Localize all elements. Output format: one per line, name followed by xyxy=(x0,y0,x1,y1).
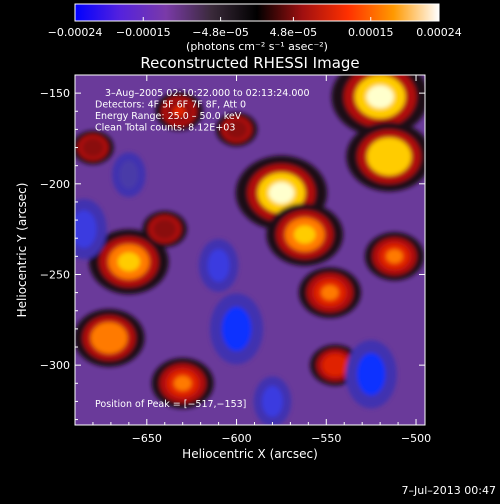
negative-blob-core xyxy=(119,160,139,189)
x-tick-label: −600 xyxy=(221,432,251,445)
x-tick-label: −650 xyxy=(132,432,162,445)
annotation-line: Energy Range: 25.0 – 50.0 keV xyxy=(95,111,242,122)
colorbar-ticks: −0.00024 −0.00015 −4.8e−05 4.8e−05 0.00015 0.… xyxy=(48,17,462,39)
source-blob-core xyxy=(230,124,243,135)
y-axis-label: Heliocentric Y (arcsec) xyxy=(15,183,29,318)
annotation-line: 3–Aug–2005 02:10:22.000 to 02:13:24.000 xyxy=(105,88,310,99)
colorbar-tick-label: −0.00024 xyxy=(48,26,103,39)
colorbar-tick-label: 4.8e−05 xyxy=(270,26,317,39)
x-axis-label: Heliocentric X (arcsec) xyxy=(182,447,318,461)
x-tick-label: −550 xyxy=(311,432,341,445)
x-axis-ticks: −650 −600 −550 −500 xyxy=(92,75,431,445)
annotation-line: Detectors: 4F 5F 6F 7F 8F, Att 0 xyxy=(95,100,246,111)
y-tick-label: −250 xyxy=(40,268,70,281)
negative-blob-core xyxy=(356,352,386,396)
source-blob-core xyxy=(158,223,172,235)
image-sources xyxy=(75,75,425,425)
source-blob-core xyxy=(268,182,295,204)
source-blob-core xyxy=(172,105,186,117)
source-blob-core xyxy=(328,359,343,372)
colorbar-tick-label: 0.00015 xyxy=(348,26,394,39)
colorbar-tick-label: −4.8e−05 xyxy=(192,26,249,39)
source-blob-core xyxy=(386,249,403,264)
source-blob-core xyxy=(87,142,99,153)
negative-blob-core xyxy=(262,385,283,418)
colorbar: −0.00024 −0.00015 −4.8e−05 4.8e−05 0.00015 0.… xyxy=(48,3,462,53)
plot-area: −650 −600 −550 −500 −150 −200 −250 −300 xyxy=(40,74,431,445)
negative-blob-core xyxy=(221,306,252,352)
chart-title: Reconstructed RHESSI Image xyxy=(140,54,359,72)
colorbar-tick-label: −0.00015 xyxy=(116,26,171,39)
plot-frame xyxy=(74,74,426,426)
y-tick-label: −300 xyxy=(40,359,70,372)
source-blob-core xyxy=(321,285,339,300)
colorbar-units: (photons cm⁻² s⁻¹ asec⁻²) xyxy=(186,40,328,53)
info-annotations: 3–Aug–2005 02:10:22.000 to 02:13:24.000D… xyxy=(95,88,310,134)
colorbar-tick-label: 0.00024 xyxy=(416,26,462,39)
y-tick-label: −200 xyxy=(40,178,70,191)
source-blob-core xyxy=(173,375,192,391)
y-tick-label: −150 xyxy=(40,87,70,100)
timestamp: 7–Jul–2013 00:47 xyxy=(402,484,496,497)
source-blob-core xyxy=(99,329,120,347)
y-axis-ticks: −150 −200 −250 −300 xyxy=(40,74,425,421)
colorbar-gradient xyxy=(74,3,440,22)
source-blob-core xyxy=(366,85,394,109)
peak-position-label: Position of Peak = [−517,−153] xyxy=(95,399,246,410)
negative-blob-core xyxy=(207,248,230,282)
source-blob-core xyxy=(293,225,316,244)
negative-blob-core xyxy=(75,210,97,249)
x-tick-label: −500 xyxy=(401,432,431,445)
source-blob-core xyxy=(117,252,141,272)
annotation-line: Clean Total counts: 8.12E+03 xyxy=(95,123,235,134)
source-blob-core xyxy=(377,146,402,167)
